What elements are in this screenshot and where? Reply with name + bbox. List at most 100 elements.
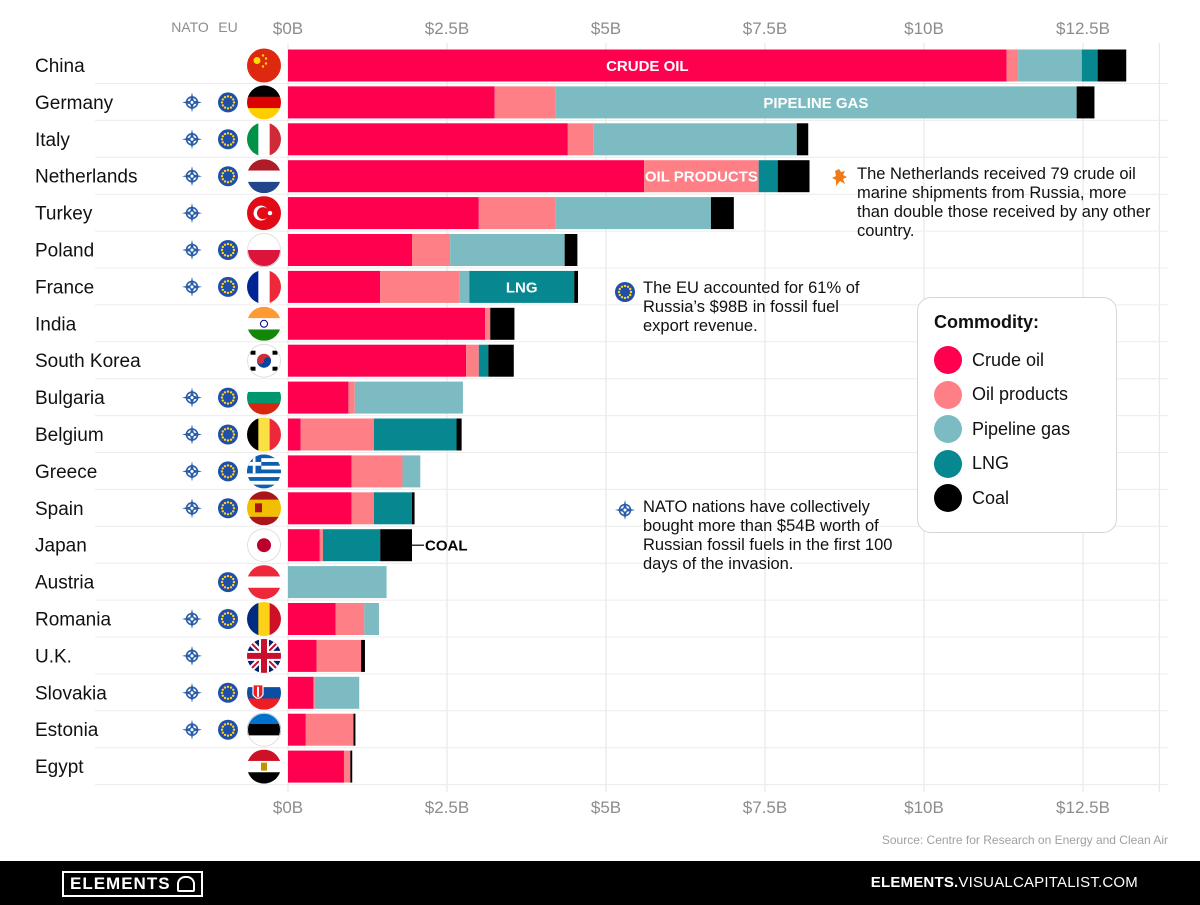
bar-segment-crude-oil	[288, 750, 344, 783]
flag-germany-icon	[247, 85, 281, 120]
eu-icon	[218, 276, 238, 297]
country-label: Austria	[35, 573, 95, 594]
x-tick-label-top: $10B	[904, 19, 944, 38]
bar-segment-coal	[1076, 86, 1095, 119]
bar-segment-crude-oil	[288, 344, 467, 377]
legend-label: Crude oil	[972, 349, 1045, 370]
legend-label: LNG	[972, 453, 1010, 474]
bar-segment-crude-oil	[288, 160, 645, 193]
bar-segment-coal	[412, 492, 415, 525]
x-tick-label-bottom: $12.5B	[1056, 798, 1110, 817]
elements-logo[interactable]: ELEMENTS	[62, 871, 203, 897]
bar-segment-crude-oil	[288, 676, 314, 709]
swatch-crude-oil	[934, 346, 962, 375]
bar-segment-crude-oil	[288, 49, 1007, 82]
swatch-pipeline-gas	[934, 415, 962, 444]
bar-segment-coal	[456, 418, 462, 451]
bar-segment-crude-oil	[288, 270, 381, 303]
flag-poland-icon	[247, 233, 281, 267]
x-tick-label-top: $12.5B	[1056, 19, 1110, 38]
bar-segment-crude-oil	[288, 197, 479, 230]
bar-segment-oil-products	[478, 197, 556, 230]
bar-segment-oil-products	[335, 603, 365, 635]
legend-item-lng: LNG	[934, 447, 1100, 482]
country-label: U.K.	[35, 646, 72, 667]
bar-segment-coal	[574, 270, 579, 303]
logo-mark-icon	[176, 876, 195, 892]
eu-icon	[218, 92, 238, 113]
bar-segment-coal	[353, 713, 356, 746]
legend-item-oil-products: Oil products	[934, 378, 1100, 413]
nato-icon	[182, 276, 202, 297]
x-tick-label-top: $2.5B	[425, 19, 469, 38]
logo-text: ELEMENTS	[70, 874, 171, 893]
bar-segment-crude-oil	[288, 455, 352, 488]
netherlands-lion-icon	[830, 168, 850, 193]
bar-segment-crude-oil	[288, 713, 306, 746]
eu-icon	[218, 609, 238, 629]
bar-segment-lng	[758, 160, 778, 193]
bar-segment-oil-products	[313, 676, 315, 709]
eu-icon	[218, 166, 238, 187]
bar-segment-coal	[361, 639, 365, 672]
bar-segment-crude-oil	[288, 234, 413, 266]
country-label: Bulgaria	[35, 388, 105, 409]
bar-segment-oil-products	[343, 750, 351, 783]
bar-segment-lng	[373, 492, 413, 525]
bar-segment-coal	[1097, 49, 1127, 82]
bar-segment-crude-oil	[288, 603, 336, 635]
bar-segment-coal	[796, 123, 809, 156]
bar-segment-pipeline-gas	[364, 603, 379, 635]
bar-segment-crude-oil	[288, 123, 568, 156]
flag-japan-icon	[247, 528, 281, 563]
bar-segment-pipeline-gas	[402, 455, 421, 488]
bar-segment-oil-products	[348, 381, 355, 414]
country-label: Poland	[35, 241, 94, 262]
bar-segment-pipeline-gas	[354, 381, 463, 414]
bar-segment-oil-products	[316, 639, 362, 672]
site-url[interactable]: ELEMENTS.VISUALCAPITALIST.COM	[871, 874, 1138, 891]
bar-segment-coal	[380, 529, 413, 562]
bar-segment-lng	[322, 529, 381, 562]
bar-segment-pipeline-gas	[450, 234, 565, 266]
country-label: Turkey	[35, 204, 93, 225]
nato-icon	[182, 682, 202, 703]
flag-slovakia-icon	[247, 675, 281, 710]
flag-italy-icon	[247, 122, 281, 157]
nato-icon	[182, 424, 202, 445]
eu-icon	[218, 682, 238, 703]
bar-segment-lng	[373, 418, 457, 451]
country-label: Spain	[35, 499, 84, 520]
bar-segment-oil-products	[380, 270, 460, 303]
nato-icon	[182, 498, 202, 519]
swatch-oil-products	[934, 380, 962, 409]
bar-label: LNG	[506, 279, 538, 296]
bar-segment-oil-products	[466, 344, 479, 377]
bar-segment-oil-products	[351, 455, 403, 488]
country-label: Germany	[35, 93, 114, 114]
swatch-coal	[934, 484, 962, 513]
x-tick-label-bottom: $0B	[273, 798, 303, 817]
bar-segment-oil-products	[494, 86, 556, 119]
bar-segment-oil-products	[319, 529, 323, 562]
flag-spain-icon	[247, 491, 281, 526]
country-label: South Korea	[35, 351, 141, 372]
bar-segment-lng	[469, 270, 575, 303]
bar-segment-crude-oil	[288, 307, 486, 340]
country-label: Egypt	[35, 757, 84, 778]
nato-column-header: NATO	[171, 19, 209, 35]
legend-label: Oil products	[972, 384, 1069, 405]
bar-segment-lng	[478, 344, 489, 377]
x-tick-label-bottom: $10B	[904, 798, 944, 817]
country-label: India	[35, 314, 77, 335]
x-tick-label-top: $5B	[591, 19, 621, 38]
flag-estonia-icon	[247, 712, 281, 747]
site-url-rest: VISUALCAPITALIST.COM	[958, 874, 1138, 891]
bar-segment-crude-oil	[288, 381, 349, 414]
flag-belgium-icon	[247, 417, 281, 452]
flag-romania-icon	[247, 602, 281, 636]
bar-segment-oil-products	[412, 234, 451, 266]
swatch-lng	[934, 449, 962, 478]
bar-segment-crude-oil	[288, 529, 320, 562]
bar-segment-oil-products	[351, 492, 374, 525]
